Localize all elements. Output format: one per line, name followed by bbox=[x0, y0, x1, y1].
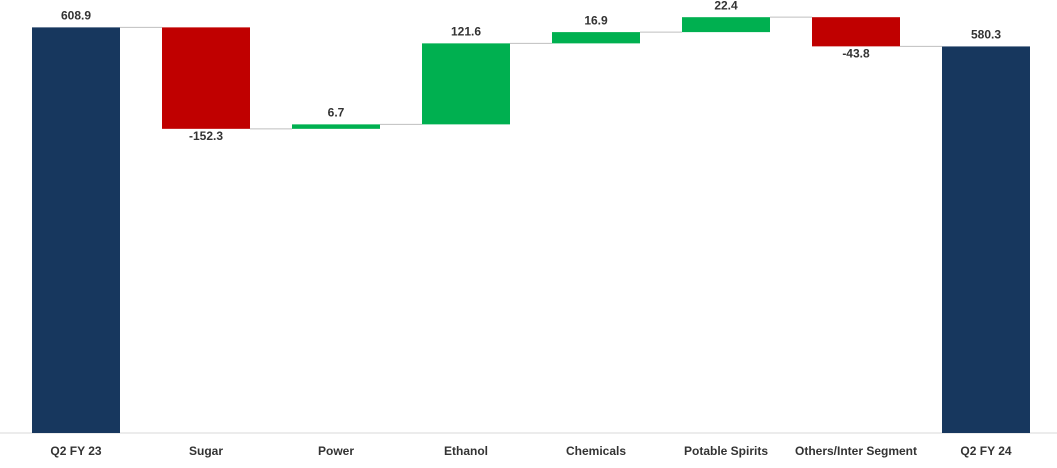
value-label: 16.9 bbox=[584, 13, 608, 27]
x-tick-label: Ethanol bbox=[444, 444, 488, 458]
x-tick-label: Chemicals bbox=[566, 444, 626, 458]
bar bbox=[812, 17, 900, 47]
value-label: 6.7 bbox=[328, 106, 345, 120]
bar bbox=[942, 46, 1030, 434]
value-label: 608.9 bbox=[61, 9, 91, 23]
bar bbox=[32, 27, 120, 433]
value-label: 121.6 bbox=[451, 25, 481, 39]
x-tick-label: Power bbox=[318, 444, 354, 458]
value-label: 22.4 bbox=[714, 0, 738, 12]
x-tick-label: Q2 FY 23 bbox=[50, 444, 101, 458]
value-label: -152.3 bbox=[189, 129, 223, 143]
x-tick-label: Q2 FY 24 bbox=[960, 444, 1011, 458]
bar bbox=[552, 32, 640, 44]
bar bbox=[292, 124, 380, 129]
x-tick-label: Sugar bbox=[189, 444, 223, 458]
value-label: -43.8 bbox=[842, 47, 870, 61]
x-tick-label: Potable Spirits bbox=[684, 444, 768, 458]
bar bbox=[422, 43, 510, 125]
bar bbox=[162, 27, 250, 129]
bar bbox=[682, 17, 770, 33]
x-tick-label: Others/Inter Segment bbox=[795, 444, 917, 458]
value-label: 580.3 bbox=[971, 28, 1001, 42]
